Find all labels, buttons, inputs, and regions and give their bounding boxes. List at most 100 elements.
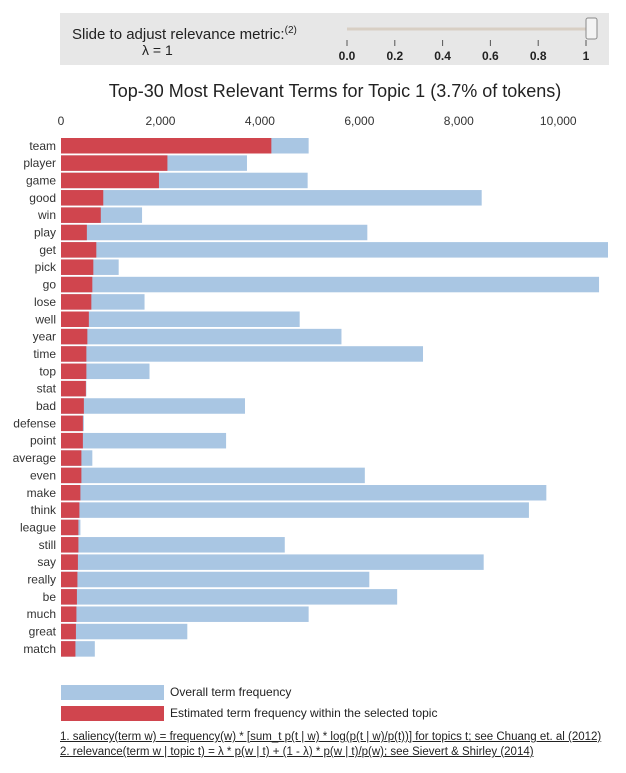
bar-topic[interactable] bbox=[61, 641, 76, 657]
bar-topic[interactable] bbox=[61, 294, 92, 310]
term-label[interactable]: good bbox=[29, 191, 56, 205]
term-label[interactable]: stat bbox=[37, 382, 57, 396]
bar-topic[interactable] bbox=[61, 138, 272, 154]
term-label[interactable]: be bbox=[43, 590, 57, 604]
relevance-slider-panel: Slide to adjust relevance metric:(2) λ =… bbox=[60, 13, 609, 65]
bar-topic[interactable] bbox=[61, 485, 81, 501]
bar-topic[interactable] bbox=[61, 155, 168, 171]
bar-overall[interactable] bbox=[61, 623, 188, 640]
slider-tick-label: 0.4 bbox=[434, 49, 451, 63]
term-label[interactable]: league bbox=[20, 520, 56, 534]
bar-topic[interactable] bbox=[61, 502, 80, 518]
bar-overall[interactable] bbox=[61, 346, 424, 362]
x-tick-label: 0 bbox=[58, 114, 65, 128]
term-label[interactable]: much bbox=[27, 607, 56, 621]
bar-topic[interactable] bbox=[61, 242, 97, 258]
bar-topic[interactable] bbox=[61, 415, 83, 432]
slider-tick-label: 0.2 bbox=[386, 49, 403, 63]
term-label[interactable]: go bbox=[43, 278, 57, 292]
bar-topic[interactable] bbox=[61, 380, 86, 397]
bar-topic[interactable] bbox=[61, 571, 78, 588]
lambda-value: λ = 1 bbox=[142, 42, 173, 58]
relevance-footnote-link[interactable]: 2. relevance(term w | topic t) = λ * p(w… bbox=[60, 746, 534, 758]
x-tick-label: 8,000 bbox=[444, 114, 474, 128]
term-label[interactable]: still bbox=[39, 538, 56, 552]
bar-topic[interactable] bbox=[61, 537, 79, 553]
bar-overall[interactable] bbox=[61, 554, 484, 570]
y-axis-labels: team player game good win play get pick go lose we… bbox=[13, 139, 57, 656]
term-label[interactable]: time bbox=[33, 347, 56, 361]
bar-topic[interactable] bbox=[61, 432, 83, 449]
term-label[interactable]: average bbox=[13, 451, 57, 465]
term-label[interactable]: game bbox=[26, 173, 56, 187]
chart-title: Top-30 Most Relevant Terms for Topic 1 (… bbox=[109, 81, 562, 101]
slider-label: Slide to adjust relevance metric:(2) bbox=[72, 25, 297, 43]
x-axis: 0 2,000 4,000 6,000 8,000 10,000 bbox=[58, 114, 577, 128]
bar-topic[interactable] bbox=[61, 589, 77, 605]
bar-overall[interactable] bbox=[61, 537, 285, 553]
term-label[interactable]: match bbox=[23, 642, 56, 656]
bar-topic[interactable] bbox=[61, 450, 82, 466]
bar-overall[interactable] bbox=[61, 190, 482, 206]
bar-topic[interactable] bbox=[61, 519, 79, 536]
bar-topic[interactable] bbox=[61, 224, 87, 241]
bar-topic[interactable] bbox=[61, 311, 89, 328]
bar-topic[interactable] bbox=[61, 172, 159, 189]
bar-overall[interactable] bbox=[61, 571, 370, 588]
term-label[interactable]: year bbox=[33, 330, 56, 344]
bar-overall[interactable] bbox=[61, 242, 608, 258]
bar-topic[interactable] bbox=[61, 363, 87, 380]
bar-topic[interactable] bbox=[61, 623, 76, 640]
bar-overall[interactable] bbox=[61, 276, 600, 293]
x-tick-label: 6,000 bbox=[344, 114, 374, 128]
term-label[interactable]: really bbox=[27, 573, 56, 587]
term-label[interactable]: well bbox=[34, 312, 56, 326]
bar-topic[interactable] bbox=[61, 554, 78, 570]
term-label[interactable]: say bbox=[37, 555, 56, 569]
term-label[interactable]: top bbox=[39, 364, 56, 378]
term-label[interactable]: pick bbox=[35, 260, 57, 274]
term-label[interactable]: even bbox=[30, 468, 56, 482]
bar-topic[interactable] bbox=[61, 346, 87, 362]
term-label[interactable]: bad bbox=[36, 399, 56, 413]
term-label[interactable]: team bbox=[29, 139, 56, 153]
term-label[interactable]: player bbox=[23, 156, 56, 170]
bar-overall[interactable] bbox=[61, 328, 342, 345]
bar-topic[interactable] bbox=[61, 606, 77, 622]
footnote-2-marker: (2) bbox=[284, 25, 297, 36]
bar-overall[interactable] bbox=[61, 589, 398, 605]
bar-overall[interactable] bbox=[61, 606, 309, 622]
term-label[interactable]: win bbox=[37, 208, 56, 222]
slider-handle[interactable] bbox=[585, 17, 598, 40]
term-label[interactable]: play bbox=[34, 226, 56, 240]
bar-topic[interactable] bbox=[61, 276, 93, 293]
bar-topic[interactable] bbox=[61, 207, 101, 223]
bar-overall[interactable] bbox=[61, 485, 547, 501]
term-label[interactable]: defense bbox=[13, 416, 56, 430]
bar-topic[interactable] bbox=[61, 398, 84, 414]
saliency-footnote-link[interactable]: 1. saliency(term w) = frequency(w) * [su… bbox=[60, 731, 602, 743]
bar-overall[interactable] bbox=[61, 467, 365, 484]
term-label[interactable]: point bbox=[30, 434, 57, 448]
slider-tick-label: 0.8 bbox=[530, 49, 547, 63]
term-label[interactable]: get bbox=[39, 243, 56, 257]
term-label[interactable]: lose bbox=[34, 295, 56, 309]
x-tick-label: 4,000 bbox=[245, 114, 275, 128]
bar-topic[interactable] bbox=[61, 190, 104, 206]
bar-overall[interactable] bbox=[61, 432, 227, 449]
x-tick-label: 10,000 bbox=[540, 114, 577, 128]
slider-tick-label: 1 bbox=[583, 49, 590, 63]
term-label[interactable]: think bbox=[31, 503, 57, 517]
relevance-slider[interactable]: 0.0 0.2 0.4 0.6 0.8 1 bbox=[339, 17, 598, 63]
bar-topic[interactable] bbox=[61, 467, 82, 484]
bar-topic[interactable] bbox=[61, 259, 94, 275]
bar-overall[interactable] bbox=[61, 224, 368, 241]
term-label[interactable]: great bbox=[29, 625, 57, 639]
bar-topic[interactable] bbox=[61, 328, 88, 345]
bar-overall[interactable] bbox=[61, 311, 300, 328]
bar-overall[interactable] bbox=[61, 502, 529, 518]
slider-tick-label: 0.0 bbox=[339, 49, 356, 63]
term-label[interactable]: make bbox=[27, 486, 57, 500]
bar-overall[interactable] bbox=[61, 398, 245, 414]
